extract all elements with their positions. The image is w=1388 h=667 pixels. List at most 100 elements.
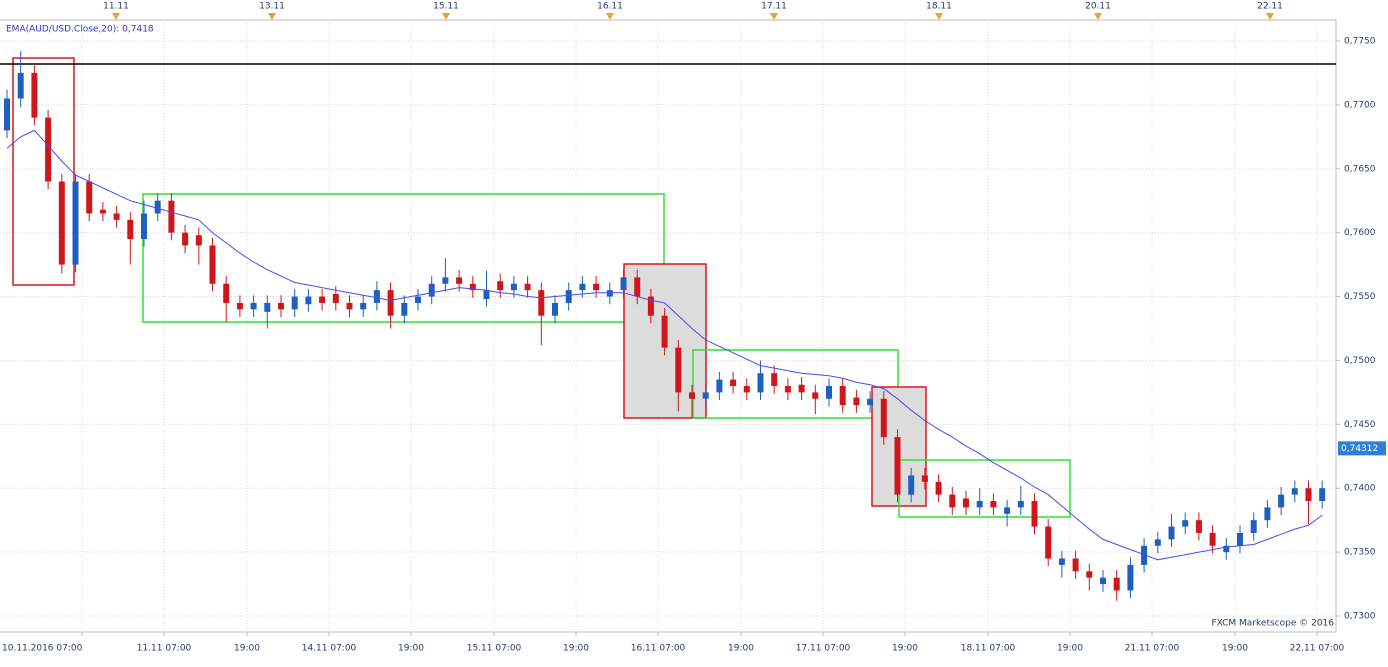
candle-body (236, 302, 243, 310)
candle-body (497, 281, 504, 291)
candle-body (510, 283, 517, 291)
candle-body (784, 385, 791, 393)
watermark: FXCM Marketscope © 2016 (1211, 619, 1334, 629)
candle-body (1264, 507, 1271, 521)
candle-body (442, 277, 449, 284)
x-tick-label: 14.11 07:00 (302, 644, 357, 654)
candle-body (798, 384, 805, 393)
candle-body (826, 385, 832, 399)
event-marker (442, 13, 450, 20)
candle-body (209, 245, 216, 284)
candle-body (99, 209, 106, 214)
x-tick-label: 19:00 (892, 644, 918, 654)
candle-body (730, 379, 737, 386)
x-tick-label: 21.11 07:00 (1125, 644, 1180, 654)
candle-body (606, 290, 613, 297)
candle-body (757, 373, 764, 393)
candle-body (647, 296, 654, 316)
candle-body (346, 302, 353, 310)
candle-body (278, 302, 284, 310)
y-tick-label: 0,7700 (1344, 100, 1376, 110)
x-tick-label: 16.11 07:00 (631, 644, 686, 654)
candle-body (291, 296, 298, 310)
candle-body (223, 283, 230, 303)
candle-body (141, 213, 147, 240)
candle-body (839, 385, 846, 406)
candle-body (113, 213, 120, 220)
candle-body (894, 437, 901, 495)
event-marker (1266, 13, 1274, 20)
x-tick-label: 15.11 07:00 (467, 644, 522, 654)
candle-body (17, 72, 24, 99)
date-label: 18.11 (926, 2, 952, 12)
green-box (692, 349, 899, 419)
ema-line (6, 129, 1323, 561)
event-marker (770, 13, 778, 20)
candle-body (990, 501, 997, 508)
candle-body (1045, 526, 1052, 559)
candle-body (483, 290, 490, 300)
candle-body (1319, 488, 1326, 502)
candle-body (1072, 558, 1079, 572)
y-tick-label: 0,7500 (1344, 356, 1376, 366)
candle-body (469, 283, 476, 291)
candle-body (373, 290, 380, 303)
x-tick-label: 19:00 (728, 644, 754, 654)
candle-body (1278, 494, 1285, 508)
x-tick-label: 22.11 07:00 (1290, 644, 1345, 654)
candle-body (4, 98, 10, 131)
candle-body (1031, 501, 1038, 527)
event-marker (1094, 13, 1102, 20)
candle-body (702, 392, 709, 399)
candle-body (182, 232, 189, 246)
candle-body (689, 392, 695, 399)
event-marker (935, 13, 943, 20)
candle-body (634, 277, 641, 297)
candle-body (963, 498, 969, 508)
candle-body (552, 302, 558, 316)
red-box (12, 57, 75, 286)
candle-body (538, 290, 545, 316)
date-label: 16.11 (597, 2, 623, 12)
candle-body (401, 302, 408, 316)
candle-body (1127, 564, 1134, 591)
candle-body (921, 475, 928, 482)
candle-body (743, 385, 750, 393)
candle-body (1017, 501, 1024, 508)
candle-body (935, 481, 942, 495)
x-tick-label: 11.11 07:00 (137, 644, 192, 654)
x-tick-label: 19:00 (234, 644, 260, 654)
y-tick-label: 0,7300 (1344, 612, 1376, 622)
date-label: 17.11 (761, 2, 787, 12)
indicator-label: EMA(AUD/USD.Close,20): 0,7418 (6, 25, 154, 35)
candle-body (579, 283, 586, 291)
candle-body (812, 392, 819, 399)
candle-body (332, 293, 339, 303)
candle-body (620, 277, 627, 291)
candle-body (456, 277, 463, 284)
x-tick-label: 19:00 (1222, 644, 1248, 654)
candle-body (72, 181, 79, 265)
candle-body (360, 302, 367, 310)
candle-body (387, 290, 394, 316)
date-label: 15.11 (433, 2, 459, 12)
event-marker (606, 13, 614, 20)
date-label: 11.11 (103, 2, 129, 12)
candle-body (524, 283, 531, 291)
candle-body (305, 296, 312, 305)
candle-body (58, 181, 65, 265)
candle-body (154, 200, 161, 214)
last-price-tag (1338, 441, 1386, 456)
candle-body (1058, 558, 1065, 565)
candle-body (127, 219, 134, 240)
candle-body (1195, 520, 1202, 533)
candle-body (264, 302, 271, 312)
y-tick-label: 0,7400 (1344, 484, 1376, 494)
x-tick-label: 17.11 07:00 (796, 644, 851, 654)
candle-body (1305, 488, 1312, 502)
x-tick-label: 19:00 (398, 644, 424, 654)
candle-body (661, 315, 668, 348)
candle-body (716, 379, 723, 393)
candle-body (415, 296, 421, 303)
